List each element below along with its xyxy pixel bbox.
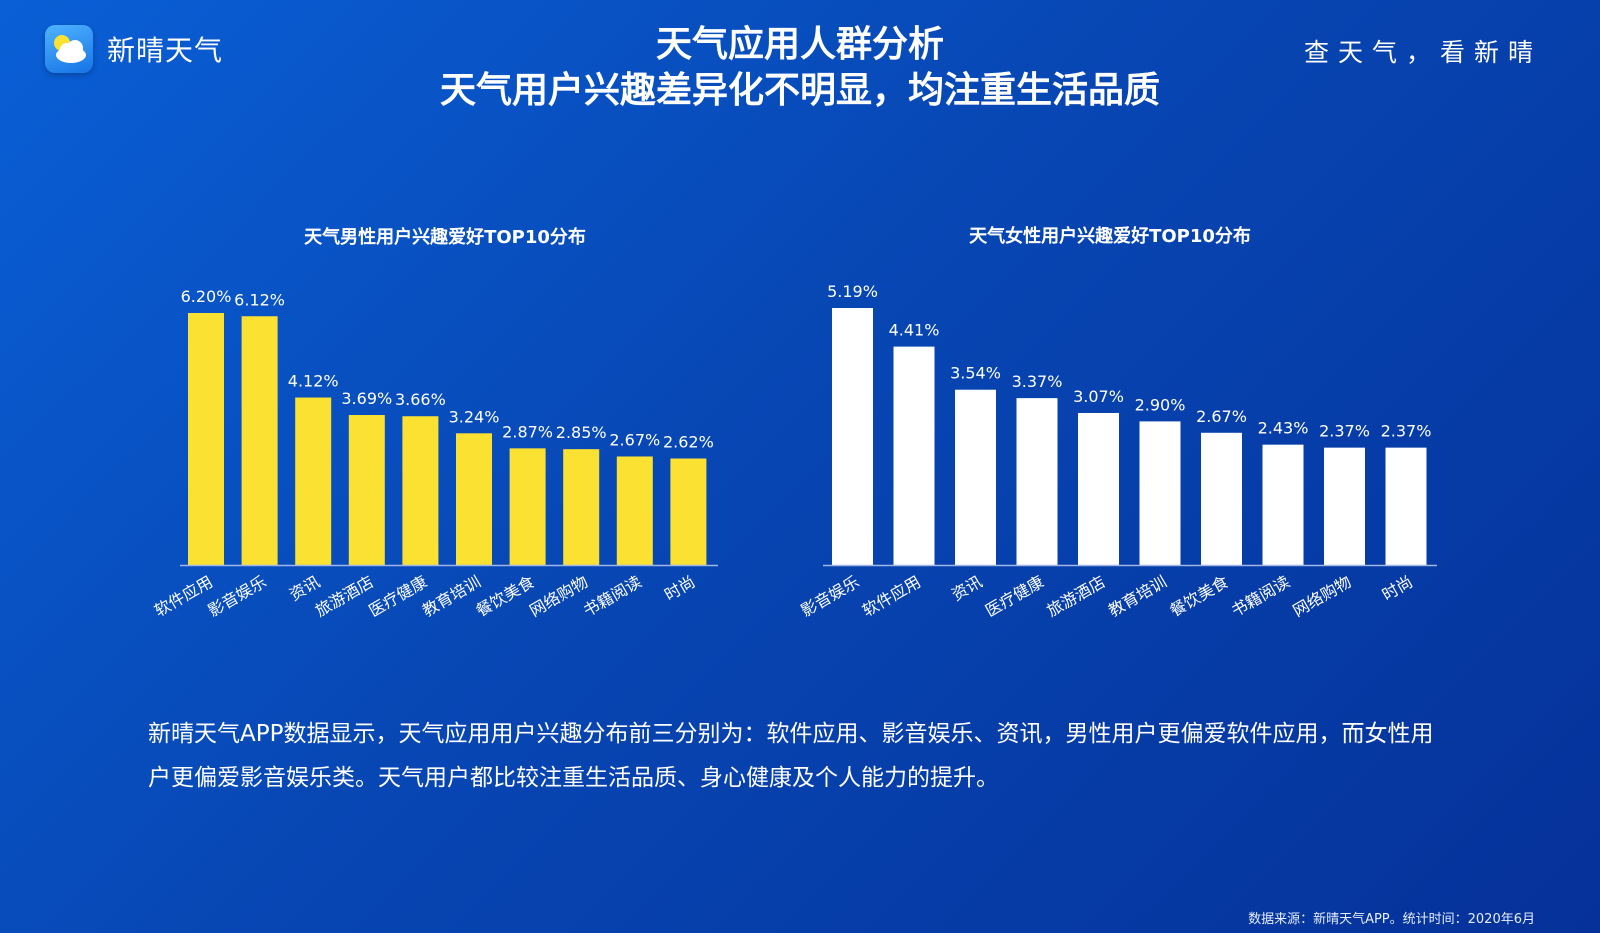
male-data-label-9: 2.67% — [609, 430, 660, 449]
male-category-label-8: 网络购物 — [526, 572, 591, 620]
female-data-label-7: 2.67% — [1196, 407, 1247, 426]
male-category-label-7: 餐饮美食 — [473, 572, 538, 620]
female-bar-9 — [1324, 447, 1365, 565]
male-chart-title: 天气男性用户兴趣爱好TOP10分布 — [304, 227, 586, 248]
brand-slogan: 查天气，看新晴 — [1303, 38, 1542, 67]
data-source: 数据来源：新晴天气APP。统计时间：2020年6月 — [1248, 912, 1535, 927]
male-data-label-8: 2.85% — [556, 423, 607, 442]
female-category-label-8: 书籍阅读 — [1228, 572, 1293, 620]
male-category-label-10: 时尚 — [661, 572, 698, 604]
male-data-label-1: 6.20% — [181, 287, 232, 306]
page-subtitle: 天气用户兴趣差异化不明显，均注重生活品质 — [439, 70, 1160, 111]
male-data-label-2: 6.12% — [234, 290, 285, 309]
female-data-label-6: 2.90% — [1135, 395, 1186, 414]
female-category-label-9: 网络购物 — [1290, 572, 1355, 620]
female-data-label-9: 2.37% — [1319, 422, 1370, 441]
female-chart-title: 天气女性用户兴趣爱好TOP10分布 — [969, 226, 1251, 247]
female-category-label-2: 软件应用 — [859, 572, 924, 620]
male-bar-8 — [563, 449, 600, 565]
male-bar-10 — [670, 458, 707, 565]
female-bar-2 — [893, 346, 935, 565]
female-category-label-4: 医疗健康 — [982, 572, 1047, 620]
female-category-label-5: 旅游酒店 — [1044, 572, 1109, 620]
female-bar-3 — [955, 389, 996, 565]
female-bar-5 — [1078, 412, 1119, 565]
male-bar-5 — [402, 416, 439, 565]
female-data-label-10: 2.37% — [1381, 422, 1432, 441]
brand-name: 新晴天气 — [107, 34, 224, 67]
female-bar-10 — [1385, 447, 1427, 565]
male-category-label-9: 书籍阅读 — [580, 572, 645, 620]
male-bar-2 — [241, 316, 278, 565]
male-bar-9 — [616, 456, 653, 565]
male-bar-1 — [188, 313, 224, 565]
male-bar-4 — [348, 415, 385, 565]
female-category-label-1: 影音娱乐 — [798, 572, 863, 620]
female-bar-7 — [1201, 432, 1242, 565]
page-title-block: 天气应用人群分析 天气用户兴趣差异化不明显，均注重生活品质 — [0, 22, 1600, 114]
male-bar-7 — [509, 448, 546, 565]
female-data-label-3: 3.54% — [950, 364, 1001, 383]
female-bar-1 — [832, 308, 873, 565]
male-data-label-7: 2.87% — [502, 422, 553, 441]
brand-logo: 新晴天气 — [45, 25, 223, 73]
female-category-label-6: 教育培训 — [1105, 572, 1170, 620]
description-text: 新晴天气APP数据显示，天气应用用户兴趣分布前三分别为：软件应用、影音娱乐、资讯… — [148, 721, 1434, 791]
page-title: 天气应用人群分析 — [655, 24, 944, 65]
female-data-label-4: 3.37% — [1012, 372, 1063, 391]
male-bar-6 — [456, 433, 492, 565]
female-bar-4 — [1016, 398, 1058, 565]
female-category-label-10: 时尚 — [1379, 572, 1416, 604]
female-category-label-7: 餐饮美食 — [1167, 572, 1232, 620]
female-data-label-1: 5.19% — [827, 282, 878, 301]
male-category-label-6: 教育培训 — [419, 572, 484, 620]
female-data-label-8: 2.43% — [1258, 419, 1309, 438]
male-category-label-4: 旅游酒店 — [312, 572, 377, 620]
female-bar-8 — [1262, 444, 1304, 565]
male-category-label-5: 医疗健康 — [365, 572, 430, 620]
cloud-sun-icon — [45, 25, 93, 73]
male-data-label-5: 3.66% — [395, 390, 446, 409]
male-category-label-2: 影音娱乐 — [205, 572, 270, 620]
male-category-label-1: 软件应用 — [151, 572, 216, 620]
male-bar-3 — [295, 397, 332, 565]
male-data-label-10: 2.62% — [663, 433, 714, 452]
female-data-label-2: 4.41% — [889, 321, 940, 340]
female-data-label-5: 3.07% — [1073, 387, 1124, 406]
male-data-label-3: 4.12% — [288, 372, 339, 391]
female-bar-6 — [1139, 421, 1181, 565]
male-data-label-4: 3.69% — [341, 389, 392, 408]
female-category-label-3: 资讯 — [948, 572, 985, 604]
male-data-label-6: 3.24% — [449, 407, 500, 426]
